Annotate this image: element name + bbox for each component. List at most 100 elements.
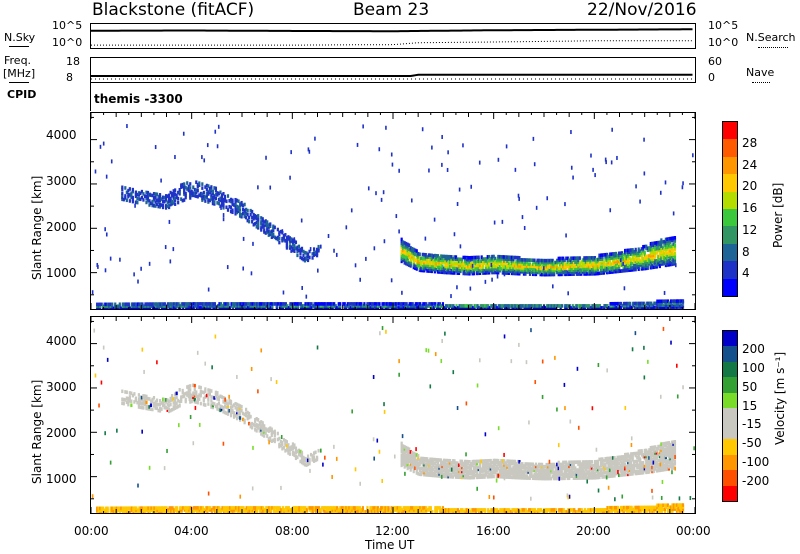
echo-cell [645,450,648,455]
echo-cell [186,187,189,191]
echo-cell [672,303,676,307]
echo-cell [583,256,586,260]
echo-cell [436,254,439,258]
echo-cell [602,267,606,271]
echo-cell [488,260,491,265]
echo-cell [569,266,572,271]
echo-cell [405,253,408,258]
echo-cell [617,255,621,260]
echo-cell [666,303,670,307]
echo-cell [559,462,562,467]
echo-cell [160,203,163,207]
echo-cell [533,258,536,263]
echo-cell [456,306,460,309]
echo-cell [642,248,645,253]
echo-cell [602,269,606,273]
echo-cell [620,305,623,309]
echo-cell [471,267,474,272]
echo-cell [627,462,630,467]
echo-cell [285,236,288,240]
echo-cell [438,472,441,476]
echo-cell [666,461,669,465]
echo-cell [280,304,283,308]
echo-cell [581,264,584,268]
echo-cell [412,463,415,468]
echo-cell [500,257,503,261]
echo-cell [536,472,539,477]
echo-cell [669,256,672,261]
echo-cell [598,257,601,262]
echo-cell [663,457,666,462]
echo-cell [483,467,486,471]
echo-cell [539,272,542,277]
echo-cell [451,467,455,471]
echo-cell [664,465,667,470]
echo-cell [439,464,443,468]
echo-cell [319,302,322,306]
echo-cell [658,242,661,247]
echo-cell [531,264,535,269]
echo-cell [449,304,452,308]
echo-cell [429,304,432,308]
echo-cell [414,460,417,465]
echo-cell [237,304,241,308]
echo-cell [314,304,318,308]
echo-cell [189,302,192,306]
echo-cell [673,459,677,464]
sparse-echo [610,160,613,165]
echo-cell [151,304,155,308]
echo-cell [327,304,330,308]
echo-cell [375,302,378,306]
echo-cell [497,460,500,465]
echo-cell [625,262,628,267]
echo-cell [646,454,649,458]
echo-cell [610,252,613,256]
echo-cell [593,464,597,468]
echo-cell [136,304,140,308]
echo-cell [666,449,669,453]
echo-cell [655,247,658,251]
echo-cell [518,461,521,466]
echo-cell [217,197,221,202]
echo-cell [550,468,553,473]
echo-cell [216,193,219,197]
echo-cell [624,456,627,461]
echo-cell [231,208,234,213]
echo-cell [593,471,597,476]
echo-cell [465,259,468,264]
echo-cell [414,250,417,255]
echo-cell [527,258,530,262]
echo-cell [414,266,417,270]
echo-cell [468,471,471,476]
echo-cell [613,463,616,468]
echo-cell [660,454,663,458]
echo-cell [636,259,639,264]
echo-cell [527,264,530,268]
echo-cell [639,303,642,308]
echo-cell [482,459,485,463]
echo-cell [174,198,177,202]
echo-cell [470,467,473,472]
echo-cell [507,271,510,275]
echo-cell [669,446,672,451]
echo-cell [670,260,674,265]
echo-cell [444,460,447,465]
echo-cell [395,302,398,306]
echo-cell [527,270,530,274]
echo-cell [593,269,597,274]
echo-cell [644,303,647,308]
echo-cell [575,268,578,272]
echo-cell [409,454,412,458]
echo-cell [566,258,569,263]
echo-cell [652,457,655,462]
freq-label: Freq. [4,54,32,67]
echo-cell [479,261,482,266]
echo-cell [590,470,594,474]
echo-cell [639,463,642,467]
echo-cell [412,459,415,464]
echo-cell [610,462,613,466]
echo-cell [454,257,458,261]
echo-cell [624,252,627,257]
echo-cell [631,456,634,460]
echo-cell [622,470,625,475]
